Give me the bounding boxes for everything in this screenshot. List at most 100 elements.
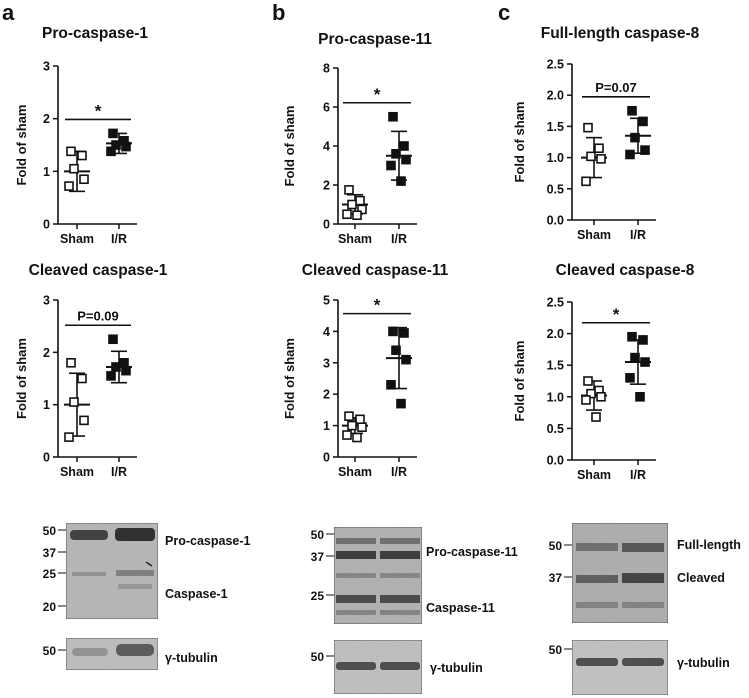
blot-b-band-tubulin [380,662,420,670]
y-tick-label: 4 [323,140,330,154]
data-point [391,345,401,356]
data-point [355,195,365,206]
chart-5: Cleaved caspase-11 Fold of sham 0 1 2 3 4 5 Sham… [282,262,449,479]
y-tick-label: 0 [323,218,330,232]
data-point [342,209,352,220]
data-point [352,210,362,221]
data-point [121,141,131,152]
blot-a-label-tubulin: γ-tubulin [165,651,218,665]
chart-3: Full-length caspase-8 Fold of sham 0.0 0.5 1… [512,25,700,242]
blot-c-band-tubulin [622,658,664,666]
data-point [344,185,354,195]
data-point [625,149,635,160]
data-point [625,373,635,383]
blot-c-label-cleaved: Cleaved [677,571,725,585]
blot-a-band-tubulin [72,648,108,656]
chart-title: Pro-caspase-11 [318,31,432,48]
blot-b-band-cleaved [380,595,420,603]
x-tick-label: I/R [111,465,127,479]
blot-b-label-pro-caspase-11: Pro-caspase-11 [426,545,518,559]
blot-b-tubulin-marker-50: 50 [311,650,325,664]
data-point [627,106,637,116]
data-point [79,415,89,426]
x-tick-label: I/R [391,465,407,479]
data-point [111,362,121,372]
panel-letter-a: a [2,0,15,25]
data-point [583,122,593,133]
x-tick-label: Sham [60,232,94,246]
x-tick-label: Sham [577,468,611,482]
y-tick-label: 1 [43,398,50,412]
blot-b-band-tubulin [336,662,376,670]
data-point [638,335,648,345]
data-point [106,146,116,157]
blot-b-label-caspase-11: Caspase-11 [426,601,495,615]
y-tick-label: 0 [323,451,330,465]
data-point [640,145,650,155]
data-point [596,391,606,402]
chart-title: Pro-caspase-1 [42,25,148,42]
data-point [121,365,131,376]
blot-b-band-mid [336,573,376,578]
blot-b: 50 37 25 Pro-caspase-11 Caspase-11 50 γ-… [311,526,518,695]
data-point [69,163,79,174]
data-point [638,116,648,127]
x-tick-label: I/R [111,232,127,246]
data-point [79,174,89,185]
blot-b-label-tubulin: γ-tubulin [430,661,483,675]
blot-b-marker-50: 50 [311,528,325,542]
y-axis-label: Fold of sham [282,338,297,419]
y-tick-label: 2.0 [547,327,564,341]
data-point [342,430,352,440]
data-point [386,379,396,390]
significance-annotation: P=0.07 [595,80,637,95]
blot-a-band-tubulin [116,644,154,656]
data-point [77,150,87,161]
data-point [69,397,79,407]
data-point [352,432,362,443]
blot-c-marker-50: 50 [549,539,563,553]
blot-b-band-pro [336,551,376,559]
blot-c: 50 37 Full-length Cleaved 50 γ-tubulin [549,522,741,696]
data-point [111,140,121,150]
y-tick-label: 1.0 [547,390,564,404]
blot-b-band-cleaved [336,595,376,603]
y-tick-label: 1 [323,419,330,433]
y-tick-label: 8 [323,62,330,76]
data-point [399,141,409,151]
y-tick-label: 2 [323,179,330,193]
y-tick-label: 2.5 [547,296,564,310]
blot-b-band-mid [380,573,420,578]
chart-title: Cleaved caspase-1 [29,262,168,279]
y-tick-label: 3 [43,60,50,74]
chart-1: Pro-caspase-1 Fold of sham 0 1 2 3 Sham I/R * [14,25,148,246]
chart-4: Cleaved caspase-1 Fold of sham 0 1 2 3 Sham I/R… [14,262,168,479]
data-point [630,352,640,363]
data-point [388,326,398,337]
y-tick-label: 5 [323,294,330,308]
y-tick-label: 1.0 [547,151,564,165]
x-tick-label: Sham [338,232,372,246]
data-point [64,181,74,191]
data-point [344,411,354,421]
y-tick-label: 0 [43,218,50,232]
panel-letter-b: b [272,0,285,25]
blot-c-band-low [622,602,664,608]
blot-b-band-pro [380,551,420,559]
data-point [119,357,129,368]
blot-c-tubulin-membrane [571,639,669,696]
x-tick-label: Sham [60,465,94,479]
y-tick-label: 2 [43,112,50,126]
data-point [77,373,87,384]
y-tick-label: 4 [323,325,330,339]
blot-a-marker-25: 25 [43,567,57,581]
data-point [108,334,118,345]
data-point [583,376,593,386]
data-point [386,160,396,171]
data-point [635,391,645,402]
data-point [596,154,606,164]
y-tick-label: 0.0 [547,454,564,468]
data-point [66,357,76,368]
blot-c-band-cleaved [622,573,664,583]
data-point [64,432,74,442]
